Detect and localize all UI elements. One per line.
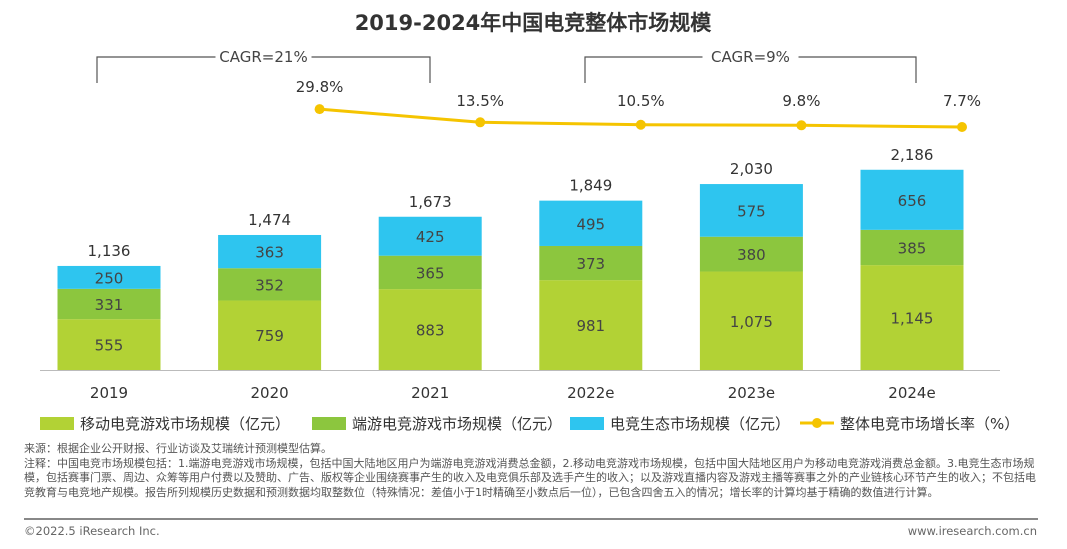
total-label: 1,136 xyxy=(88,242,131,260)
bar-1 xyxy=(218,268,322,301)
x-tick-label: 2023e xyxy=(728,384,775,402)
bar-2 xyxy=(699,184,803,237)
x-tick-label: 2019 xyxy=(90,384,128,402)
bar-label: 352 xyxy=(255,276,284,294)
total-label: 2,030 xyxy=(730,160,773,178)
bar-label: 331 xyxy=(95,296,124,314)
bar-1 xyxy=(539,245,643,281)
total-label: 2,186 xyxy=(891,146,934,164)
bar-2 xyxy=(57,265,161,289)
bar-label: 250 xyxy=(95,269,124,287)
note-text: 注释：中国电竞市场规模包括：1.端游电竞游戏市场规模，包括中国大陆地区用户为端游… xyxy=(24,456,1036,499)
bar-label: 759 xyxy=(255,327,284,345)
website: www.iresearch.com.cn xyxy=(907,524,1037,538)
bar-2 xyxy=(378,216,482,256)
legend-label: 电竞生态市场规模（亿元） xyxy=(610,415,790,433)
bar-label: 380 xyxy=(737,246,766,264)
bar-0 xyxy=(699,271,803,370)
growth-label: 7.7% xyxy=(943,92,981,110)
x-tick-label: 2024e xyxy=(888,384,935,402)
notes: 来源：根据企业公开财报、行业访谈及艾瑞统计预测模型估算。 注释：中国电竞市场规模… xyxy=(24,442,1044,500)
growth-label: 13.5% xyxy=(456,92,504,110)
x-tick-label: 2021 xyxy=(411,384,449,402)
chart-title: 2019-2024年中国电竞整体市场规模 xyxy=(355,11,713,35)
bar-label: 365 xyxy=(416,264,445,282)
bar-2 xyxy=(539,200,643,246)
total-label: 1,849 xyxy=(569,177,612,195)
growth-point xyxy=(796,120,807,131)
bar-label: 656 xyxy=(898,192,927,210)
cagr-label: CAGR=9% xyxy=(711,48,790,66)
bar-label: 373 xyxy=(576,255,605,273)
bar-label: 425 xyxy=(416,228,445,246)
growth-point xyxy=(314,104,325,115)
cagr-bracket xyxy=(96,56,431,83)
growth-label: 29.8% xyxy=(296,78,344,96)
legend-marker xyxy=(812,418,822,428)
chart: 2019-2024年中国电竞整体市场规模 555 331 250 1,136 2019 75… xyxy=(40,11,1019,433)
legend-swatch xyxy=(312,417,346,430)
legend-label: 移动电竞游戏市场规模（亿元） xyxy=(80,415,290,433)
divider xyxy=(24,518,1038,520)
bar-label: 883 xyxy=(416,322,445,340)
bar-label: 981 xyxy=(576,317,605,335)
cagr-bracket xyxy=(584,56,917,83)
bar-1 xyxy=(57,288,161,320)
legend-swatch xyxy=(40,417,74,430)
total-label: 1,673 xyxy=(409,193,452,211)
x-tick-label: 2022e xyxy=(567,384,614,402)
legend-label: 整体电竞市场增长率（%） xyxy=(840,415,1019,433)
bar-label: 1,075 xyxy=(730,313,773,331)
bar-1 xyxy=(860,229,964,266)
bar-label: 575 xyxy=(737,202,766,220)
bar-0 xyxy=(378,289,482,370)
bar-0 xyxy=(860,265,964,370)
source-text: 来源：根据企业公开财报、行业访谈及艾瑞统计预测模型估算。 xyxy=(24,442,332,455)
growth-label: 9.8% xyxy=(782,92,820,110)
legend-swatch xyxy=(570,417,604,430)
bar-label: 385 xyxy=(898,239,927,257)
total-label: 1,474 xyxy=(248,211,291,229)
bar-2 xyxy=(860,169,964,230)
growth-point xyxy=(957,122,967,132)
growth-label: 10.5% xyxy=(617,92,665,110)
bar-2 xyxy=(218,234,322,269)
bar-1 xyxy=(699,236,803,272)
bar-label: 495 xyxy=(576,215,605,233)
bar-0 xyxy=(57,319,161,370)
copyright: ©2022.5 iResearch Inc. xyxy=(24,524,160,538)
growth-point xyxy=(635,119,646,130)
cagr-label: CAGR=21% xyxy=(219,48,307,66)
bar-1 xyxy=(378,255,482,290)
x-tick-label: 2020 xyxy=(251,384,289,402)
growth-point xyxy=(475,117,486,128)
legend-label: 端游电竞游戏市场规模（亿元） xyxy=(352,415,562,433)
bar-0 xyxy=(218,300,322,370)
bar-0 xyxy=(539,280,643,370)
bar-label: 363 xyxy=(255,244,284,262)
bar-label: 555 xyxy=(95,337,124,355)
bar-label: 1,145 xyxy=(891,310,934,328)
